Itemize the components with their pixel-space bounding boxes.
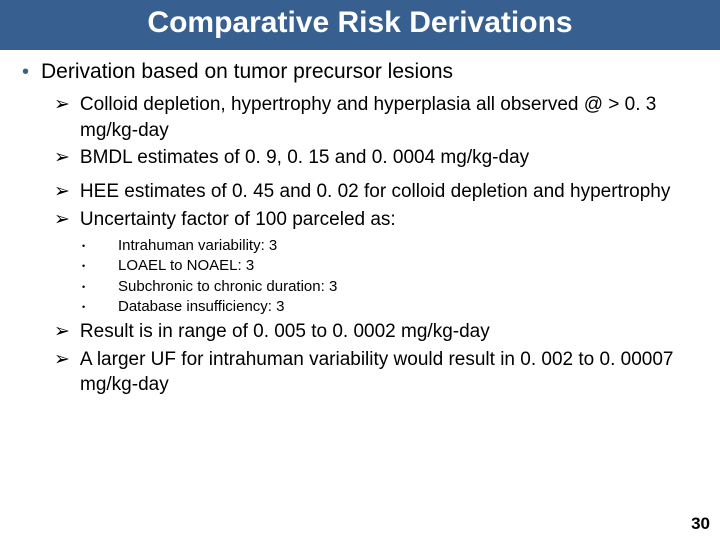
arrow-list-2: ➢ Result is in range of 0. 005 to 0. 0002…	[22, 319, 698, 398]
arrow-text: HEE estimates of 0. 45 and 0. 02 for col…	[80, 181, 670, 202]
sub-bullet-text: LOAEL to NOAEL: 3	[118, 257, 254, 274]
arrow-icon: ➢	[54, 94, 70, 115]
arrow-item: ➢ HEE estimates of 0. 45 and 0. 02 for co…	[54, 179, 688, 205]
arrow-item: ➢ Uncertainty factor of 100 parceled as:	[54, 207, 688, 233]
arrow-item: ➢ A larger UF for intrahuman variability …	[54, 347, 688, 398]
arrow-icon: ➢	[54, 181, 70, 202]
arrow-item: ➢ BMDL estimates of 0. 9, 0. 15 and 0. 00…	[54, 145, 688, 171]
arrow-icon: ➢	[54, 147, 70, 168]
bullet-dot-icon: •	[100, 260, 108, 272]
arrow-text: Colloid depletion, hypertrophy and hyper…	[80, 94, 656, 141]
sub-bullet-text: Subchronic to chronic duration: 3	[118, 278, 337, 295]
arrow-item: ➢ Colloid depletion, hypertrophy and hype…	[54, 92, 688, 143]
sub-bullet-text: Intrahuman variability: 3	[118, 237, 277, 254]
arrow-text: Result is in range of 0. 005 to 0. 0002 …	[80, 321, 490, 342]
bullet-dot-icon: •	[22, 60, 29, 84]
arrow-item: ➢ Result is in range of 0. 005 to 0. 0002…	[54, 319, 688, 345]
bullet-dot-icon: •	[100, 301, 108, 313]
arrow-text: A larger UF for intrahuman variability w…	[80, 349, 674, 396]
sub-bullet-item: • Database insufficiency: 3	[100, 297, 698, 317]
bullet-dot-icon: •	[100, 281, 108, 293]
page-number: 30	[691, 514, 710, 534]
arrow-text: Uncertainty factor of 100 parceled as:	[80, 209, 396, 230]
sub-bullet-item: • Subchronic to chronic duration: 3	[100, 277, 698, 297]
slide-content: • Derivation based on tumor precursor le…	[0, 50, 720, 398]
arrow-list: ➢ Colloid depletion, hypertrophy and hype…	[22, 92, 698, 232]
sub-bullet-text: Database insufficiency: 3	[118, 298, 285, 315]
sub-bullet-item: • LOAEL to NOAEL: 3	[100, 256, 698, 276]
arrow-icon: ➢	[54, 321, 70, 342]
main-bullet: • Derivation based on tumor precursor le…	[22, 60, 698, 84]
arrow-icon: ➢	[54, 209, 70, 230]
sub-bullet-item: • Intrahuman variability: 3	[100, 236, 698, 256]
main-bullet-text: Derivation based on tumor precursor lesi…	[41, 60, 453, 84]
slide-title: Comparative Risk Derivations	[0, 0, 720, 50]
arrow-text: BMDL estimates of 0. 9, 0. 15 and 0. 000…	[80, 147, 529, 168]
bullet-dot-icon: •	[100, 240, 108, 252]
sub-bullet-list: • Intrahuman variability: 3 • LOAEL to NOA…	[22, 234, 698, 319]
arrow-icon: ➢	[54, 349, 70, 370]
